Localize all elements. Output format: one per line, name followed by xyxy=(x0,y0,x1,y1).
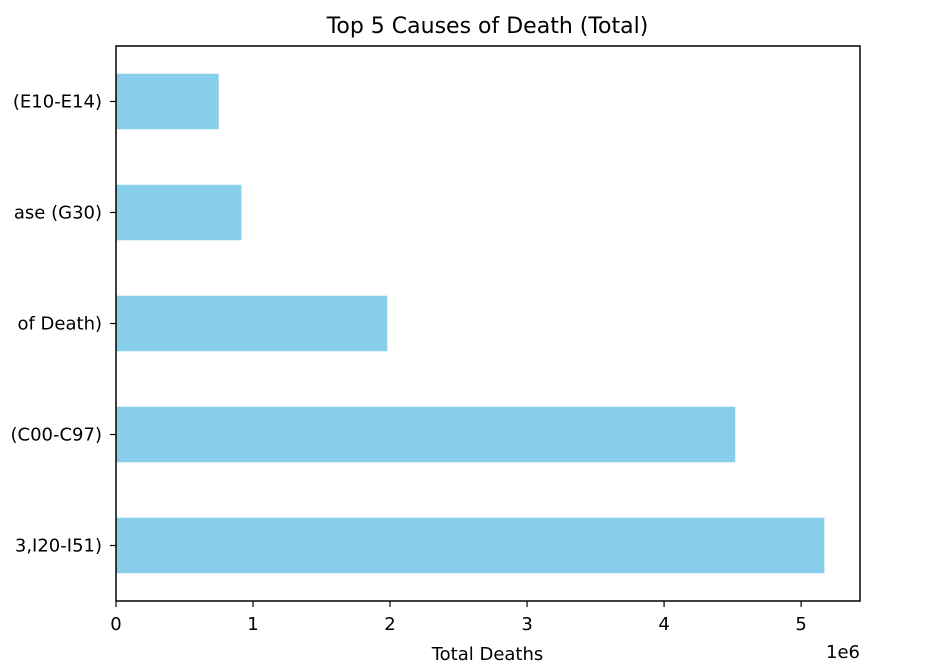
y-tick-label-0: (E10-E14) xyxy=(13,92,102,113)
y-tick-label-1: ase (G30) xyxy=(14,203,102,224)
x-tick-label-1: 1 xyxy=(247,614,258,635)
x-tick-label-5: 5 xyxy=(795,614,806,635)
bar-1 xyxy=(116,184,242,241)
x-tick-label-4: 4 xyxy=(658,614,669,635)
bar-3 xyxy=(116,406,736,463)
bar-2 xyxy=(116,295,388,352)
bar-group xyxy=(116,73,825,574)
x-tick-group: 0 1 2 3 4 5 xyxy=(110,601,807,635)
bar-0 xyxy=(116,73,219,130)
x-tick-label-3: 3 xyxy=(521,614,532,635)
y-tick-label-4: 3,I20-I51) xyxy=(15,536,102,557)
bar-4 xyxy=(116,517,825,574)
y-tick-label-3: (C00-C97) xyxy=(11,425,103,446)
x-offset-label: 1e6 xyxy=(826,642,860,663)
y-tick-labels: (E10-E14) ase (G30) of Death) (C00-C97) 3,I2… xyxy=(11,92,116,557)
plot-frame xyxy=(115,45,861,602)
x-axis-label: Total Deaths xyxy=(431,644,544,665)
x-tick-label-0: 0 xyxy=(110,614,121,635)
x-tick-label-2: 2 xyxy=(384,614,395,635)
y-tick-label-2: of Death) xyxy=(17,314,102,335)
chart-title: Top 5 Causes of Death (Total) xyxy=(326,14,649,39)
